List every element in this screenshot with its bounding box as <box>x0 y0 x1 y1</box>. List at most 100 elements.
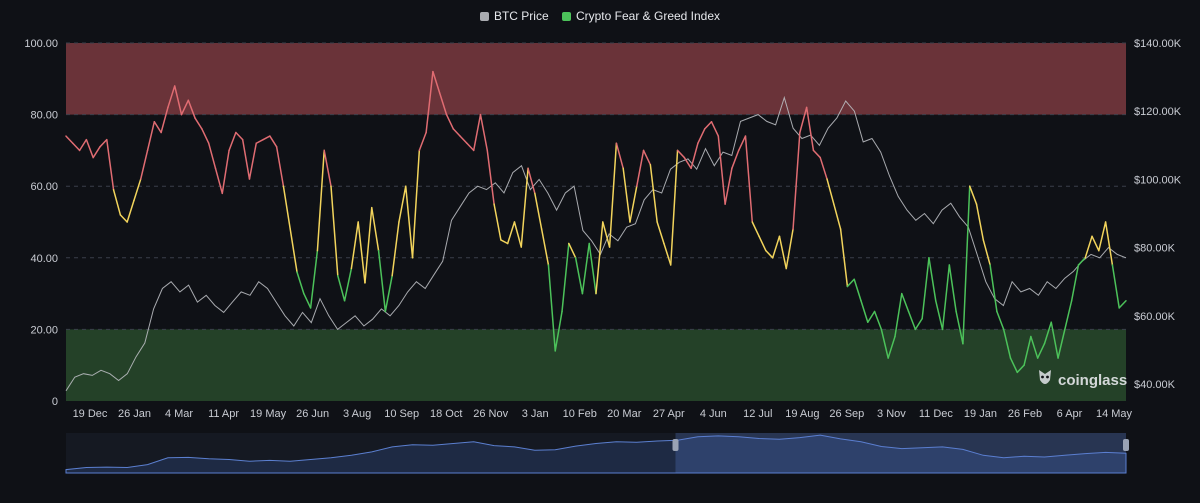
fear-greed-segment <box>758 235 767 252</box>
x-axis-tick-label: 19 Jan <box>964 408 997 420</box>
fear-greed-segment <box>201 128 210 144</box>
fear-greed-segment <box>846 278 855 288</box>
fear-greed-segment <box>581 242 590 295</box>
x-axis-tick-label: 19 May <box>250 408 287 420</box>
fear-greed-segment <box>710 121 720 137</box>
right-axis-tick-label: $40.00K <box>1134 379 1176 391</box>
fear-greed-segment <box>513 221 523 248</box>
fear-greed-segment <box>792 131 801 230</box>
fear-greed-segment <box>92 146 101 159</box>
left-axis: 100.00 80.00 60.00 40.00 20.00 0 <box>24 38 58 408</box>
fear-greed-segment <box>262 135 271 141</box>
x-axis-tick-label: 3 Jan <box>522 408 549 420</box>
zone-greed <box>66 43 1126 115</box>
fear-greed-segment <box>697 128 706 144</box>
left-axis-tick-label: 40.00 <box>30 253 58 265</box>
series-lines <box>65 70 1127 392</box>
navigator-handle-left[interactable] <box>672 439 679 451</box>
fear-greed-segment <box>126 199 135 223</box>
fear-greed-segment <box>744 135 754 223</box>
fear-greed-segment <box>167 85 176 109</box>
x-axis-tick-label: 27 Apr <box>653 408 685 420</box>
fear-greed-segment <box>459 135 468 144</box>
fear-greed-segment <box>119 214 128 223</box>
fear-greed-segment <box>690 142 699 170</box>
fear-greed-segment <box>887 335 896 359</box>
fear-greed-segment <box>1009 357 1019 374</box>
fear-greed-segment <box>656 221 665 245</box>
fear-greed-segment <box>235 131 244 141</box>
fear-greed-segment <box>996 310 1005 331</box>
fear-greed-segment <box>112 189 122 216</box>
fear-greed-segment <box>418 131 427 152</box>
fear-greed-segment <box>819 156 828 180</box>
fear-greed-segment <box>438 92 448 116</box>
btc-price-line <box>65 95 1127 392</box>
fear-greed-segment <box>901 292 910 313</box>
fear-greed-segment <box>907 310 917 331</box>
fear-greed-segment <box>595 221 604 295</box>
x-axis-tick-label: 3 Aug <box>343 408 371 420</box>
fear-greed-segment <box>778 235 788 270</box>
fear-greed-segment <box>296 271 305 295</box>
x-axis-tick-label: 3 Nov <box>877 408 906 420</box>
fear-greed-segment <box>574 257 584 295</box>
fear-greed-segment <box>812 149 821 159</box>
x-axis-tick-label: 11 Apr <box>208 408 239 420</box>
right-axis-tick-label: $140.00K <box>1134 38 1182 50</box>
fear-greed-segment <box>534 192 543 230</box>
fear-greed-segment <box>411 149 421 259</box>
fear-greed-segment <box>357 221 366 284</box>
fear-greed-segment <box>99 138 108 148</box>
fear-greed-segment <box>221 149 230 195</box>
fear-greed-segment <box>615 142 624 170</box>
fear-greed-segment <box>860 300 869 323</box>
right-axis: $140.00K $120.00K $100.00K $80.00K $60.00K $4… <box>1134 38 1182 391</box>
fear-greed-segment <box>1057 328 1066 359</box>
fear-greed-segment <box>303 292 312 309</box>
fear-greed-segment <box>323 149 332 187</box>
fear-greed-segment <box>608 142 618 248</box>
fear-greed-segment <box>1070 264 1080 302</box>
navigator-handle-right[interactable] <box>1123 439 1129 451</box>
legend-label-btc-price: BTC Price <box>493 9 549 23</box>
range-navigator[interactable] <box>65 433 1129 474</box>
fear-greed-segment <box>364 206 373 284</box>
fear-greed-segment <box>683 156 692 170</box>
fear-greed-segment <box>1030 335 1039 359</box>
legend-item-btc-price[interactable]: BTC Price <box>479 9 549 23</box>
fear-greed-segment <box>1111 264 1120 309</box>
fear-greed-segment <box>248 142 258 180</box>
navigator-area <box>65 434 1127 474</box>
fear-greed-segment <box>703 121 713 130</box>
fear-greed-segment <box>867 310 876 323</box>
fear-greed-segment <box>622 167 631 223</box>
fear-greed-segment <box>955 310 964 345</box>
fear-greed-segment <box>1043 321 1053 345</box>
fear-greed-segment <box>371 206 380 252</box>
fear-greed-segment <box>785 228 794 270</box>
fear-greed-segment <box>445 113 455 130</box>
fear-greed-segment <box>139 149 149 180</box>
fear-greed-segment <box>275 146 285 187</box>
fear-greed-segment <box>146 121 156 152</box>
navigator-selection[interactable] <box>675 433 1127 473</box>
fear-greed-segment <box>751 221 760 238</box>
grid-lines <box>66 42 1126 330</box>
fear-greed-segment <box>520 167 529 248</box>
fear-greed-segment <box>669 149 679 266</box>
fear-greed-segment <box>85 138 94 159</box>
fear-greed-segment <box>554 310 563 352</box>
legend-swatch-btc-price <box>479 11 489 21</box>
fear-greed-segment <box>975 203 985 241</box>
fear-greed-segment <box>826 178 835 205</box>
legend-item-fear-greed[interactable]: Crypto Fear & Greed Index <box>561 9 720 23</box>
fear-greed-segment <box>928 257 937 302</box>
fear-greed-segment <box>1098 221 1107 252</box>
fear-greed-segment <box>629 185 638 223</box>
fear-greed-segment <box>649 163 658 223</box>
fear-greed-segment <box>676 149 686 159</box>
fear-greed-segment <box>337 274 346 302</box>
fear-greed-segment <box>228 131 237 152</box>
